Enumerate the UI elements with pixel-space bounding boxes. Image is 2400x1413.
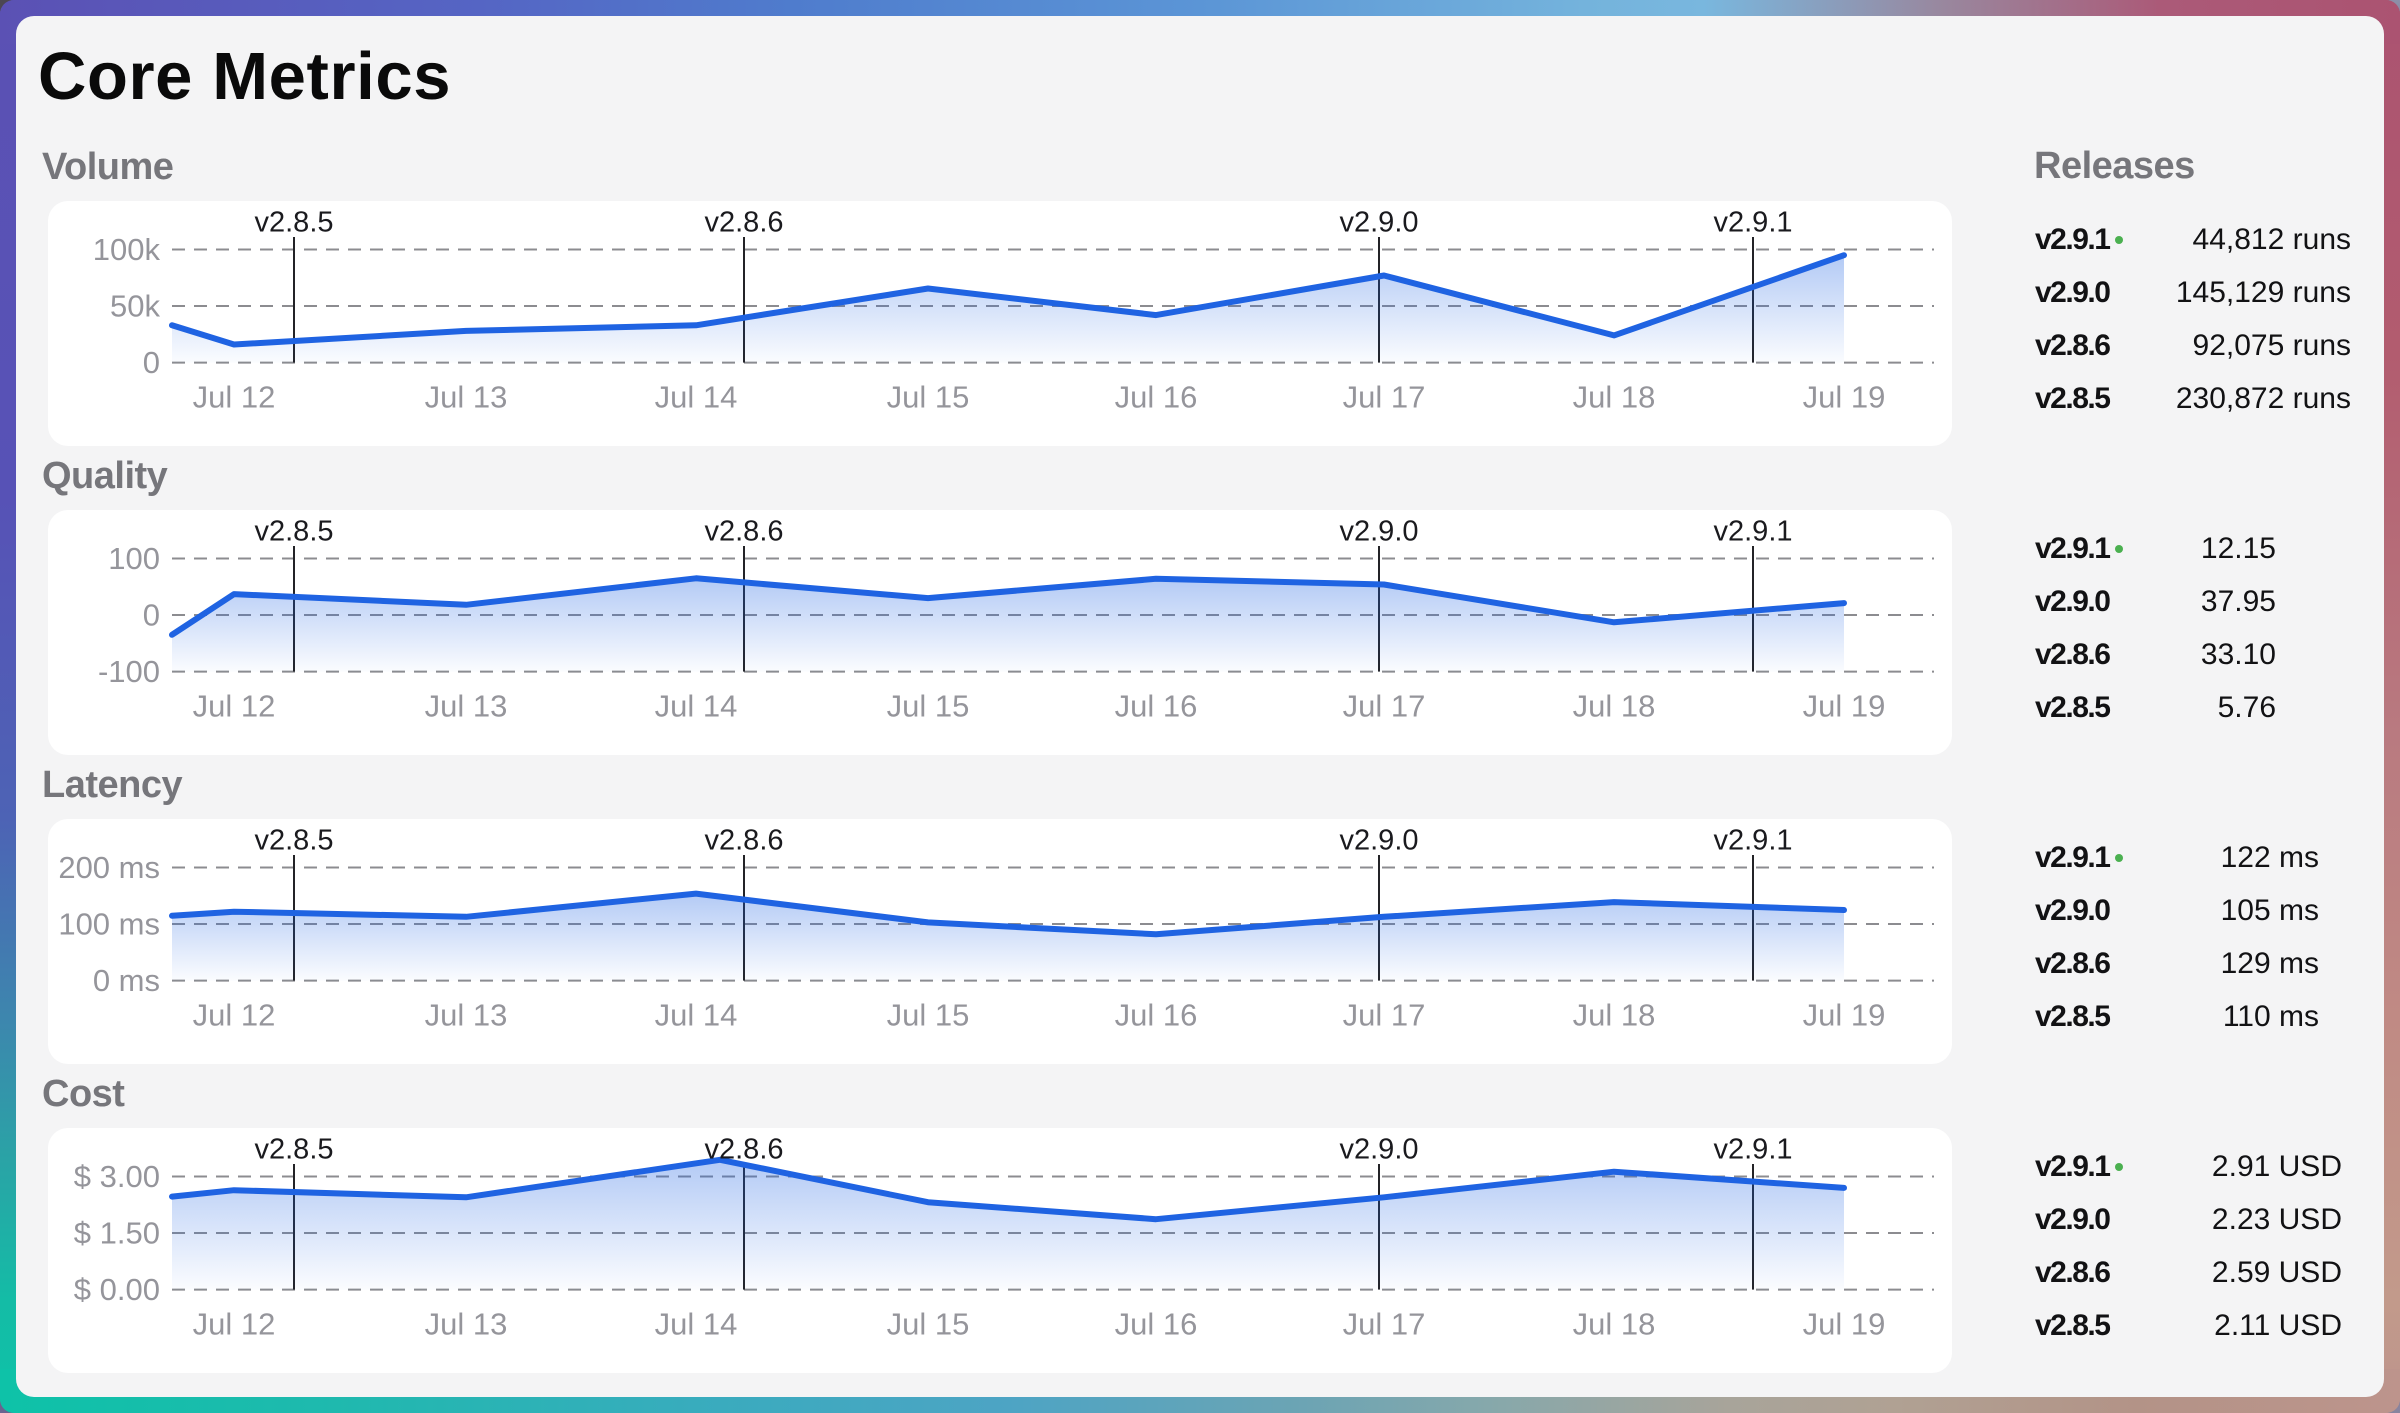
svg-text:0: 0 [143, 598, 160, 633]
svg-text:Jul 19: Jul 19 [1803, 380, 1886, 415]
svg-text:Jul 15: Jul 15 [887, 1307, 970, 1342]
svg-text:$ 3.00: $ 3.00 [74, 1159, 160, 1194]
svg-text:Jul 16: Jul 16 [1115, 689, 1198, 724]
svg-text:$ 0.00: $ 0.00 [74, 1272, 160, 1307]
svg-text:Jul 16: Jul 16 [1115, 1307, 1198, 1342]
svg-text:-100: -100 [98, 654, 160, 689]
svg-text:Jul 19: Jul 19 [1803, 998, 1886, 1033]
svg-text:Jul 17: Jul 17 [1343, 998, 1426, 1033]
svg-text:Jul 12: Jul 12 [193, 689, 276, 724]
svg-text:Jul 17: Jul 17 [1343, 380, 1426, 415]
svg-text:Jul 19: Jul 19 [1803, 689, 1886, 724]
svg-text:v2.8.5: v2.8.5 [255, 1134, 334, 1166]
svg-text:v2.8.6: v2.8.6 [705, 207, 784, 239]
svg-text:Jul 12: Jul 12 [193, 380, 276, 415]
svg-text:v2.8.6: v2.8.6 [705, 825, 784, 857]
svg-text:v2.8.5: v2.8.5 [255, 207, 334, 239]
svg-text:200 ms: 200 ms [58, 850, 160, 885]
svg-text:100 ms: 100 ms [58, 907, 160, 942]
svg-text:v2.8.6: v2.8.6 [705, 516, 784, 548]
svg-text:0 ms: 0 ms [93, 963, 160, 998]
svg-text:v2.8.5: v2.8.5 [255, 825, 334, 857]
svg-text:Jul 12: Jul 12 [193, 1307, 276, 1342]
svg-text:Jul 16: Jul 16 [1115, 380, 1198, 415]
svg-text:Jul 18: Jul 18 [1573, 1307, 1656, 1342]
svg-text:Jul 14: Jul 14 [655, 998, 738, 1033]
svg-text:100k: 100k [93, 232, 161, 267]
svg-text:Jul 14: Jul 14 [655, 1307, 738, 1342]
svg-text:Jul 16: Jul 16 [1115, 998, 1198, 1033]
svg-text:v2.8.5: v2.8.5 [255, 516, 334, 548]
svg-text:Jul 18: Jul 18 [1573, 689, 1656, 724]
svg-text:v2.9.0: v2.9.0 [1340, 825, 1419, 857]
svg-text:0: 0 [143, 345, 160, 380]
svg-text:v2.9.1: v2.9.1 [1714, 1134, 1793, 1166]
svg-text:v2.9.1: v2.9.1 [1714, 825, 1793, 857]
svg-text:100: 100 [108, 541, 160, 576]
svg-text:Jul 14: Jul 14 [655, 380, 738, 415]
svg-text:Jul 14: Jul 14 [655, 689, 738, 724]
svg-text:v2.9.1: v2.9.1 [1714, 516, 1793, 548]
svg-text:Jul 17: Jul 17 [1343, 1307, 1426, 1342]
svg-text:Jul 13: Jul 13 [425, 998, 508, 1033]
svg-text:v2.9.1: v2.9.1 [1714, 207, 1793, 239]
svg-text:Jul 13: Jul 13 [425, 1307, 508, 1342]
svg-text:v2.9.0: v2.9.0 [1340, 1134, 1419, 1166]
svg-text:Jul 19: Jul 19 [1803, 1307, 1886, 1342]
svg-text:Jul 18: Jul 18 [1573, 998, 1656, 1033]
svg-text:v2.9.0: v2.9.0 [1340, 516, 1419, 548]
svg-text:Jul 18: Jul 18 [1573, 380, 1656, 415]
svg-text:v2.9.0: v2.9.0 [1340, 207, 1419, 239]
svg-text:Jul 17: Jul 17 [1343, 689, 1426, 724]
svg-text:Jul 12: Jul 12 [193, 998, 276, 1033]
svg-text:Jul 15: Jul 15 [887, 689, 970, 724]
svg-text:Jul 15: Jul 15 [887, 380, 970, 415]
svg-text:Jul 13: Jul 13 [425, 380, 508, 415]
svg-text:Jul 13: Jul 13 [425, 689, 508, 724]
svg-text:50k: 50k [110, 289, 160, 324]
svg-text:v2.8.6: v2.8.6 [705, 1134, 784, 1166]
svg-text:$ 1.50: $ 1.50 [74, 1216, 160, 1251]
svg-text:Jul 15: Jul 15 [887, 998, 970, 1033]
